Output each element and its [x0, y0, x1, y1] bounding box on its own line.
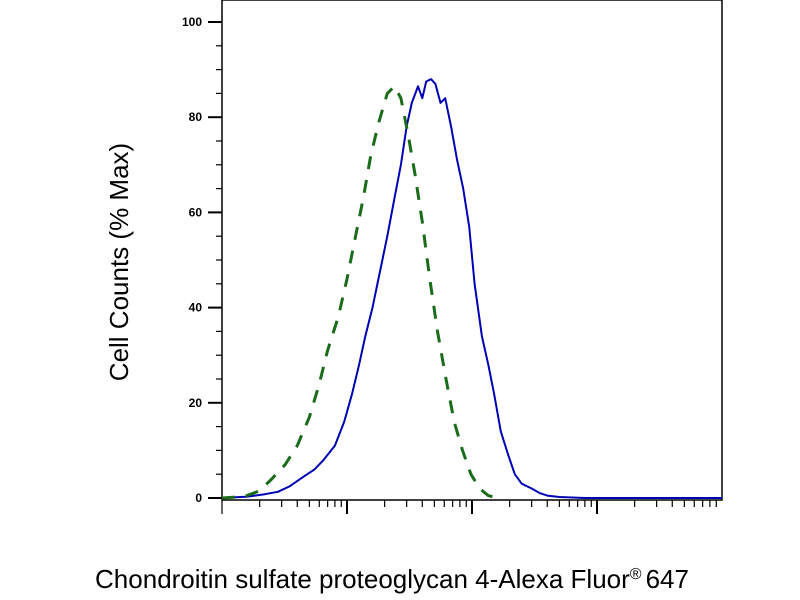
series-group: [221, 78, 722, 500]
x-axis-ticks: [221, 500, 717, 514]
y-tick-label: 60: [189, 205, 203, 219]
x-axis-label-sup: ®: [630, 566, 642, 583]
y-tick-label: 0: [195, 491, 202, 505]
x-axis-label-suffix: 647: [646, 564, 689, 594]
x-axis-label-main: Chondroitin sulfate proteoglycan 4-Alexa…: [95, 564, 630, 594]
y-tick-label: 100: [182, 15, 202, 29]
y-tick-label: 20: [189, 396, 203, 410]
sample-series-line: [221, 78, 722, 499]
y-axis-ticks: 0 20 40 60 80 100: [182, 15, 222, 505]
y-tick-label: 40: [189, 301, 203, 315]
x-axis-label: Chondroitin sulfate proteoglycan 4-Alexa…: [95, 564, 689, 594]
control-series-line: [221, 84, 498, 500]
y-axis-label: Cell Counts (% Max): [104, 143, 134, 381]
y-tick-label: 80: [189, 110, 203, 124]
